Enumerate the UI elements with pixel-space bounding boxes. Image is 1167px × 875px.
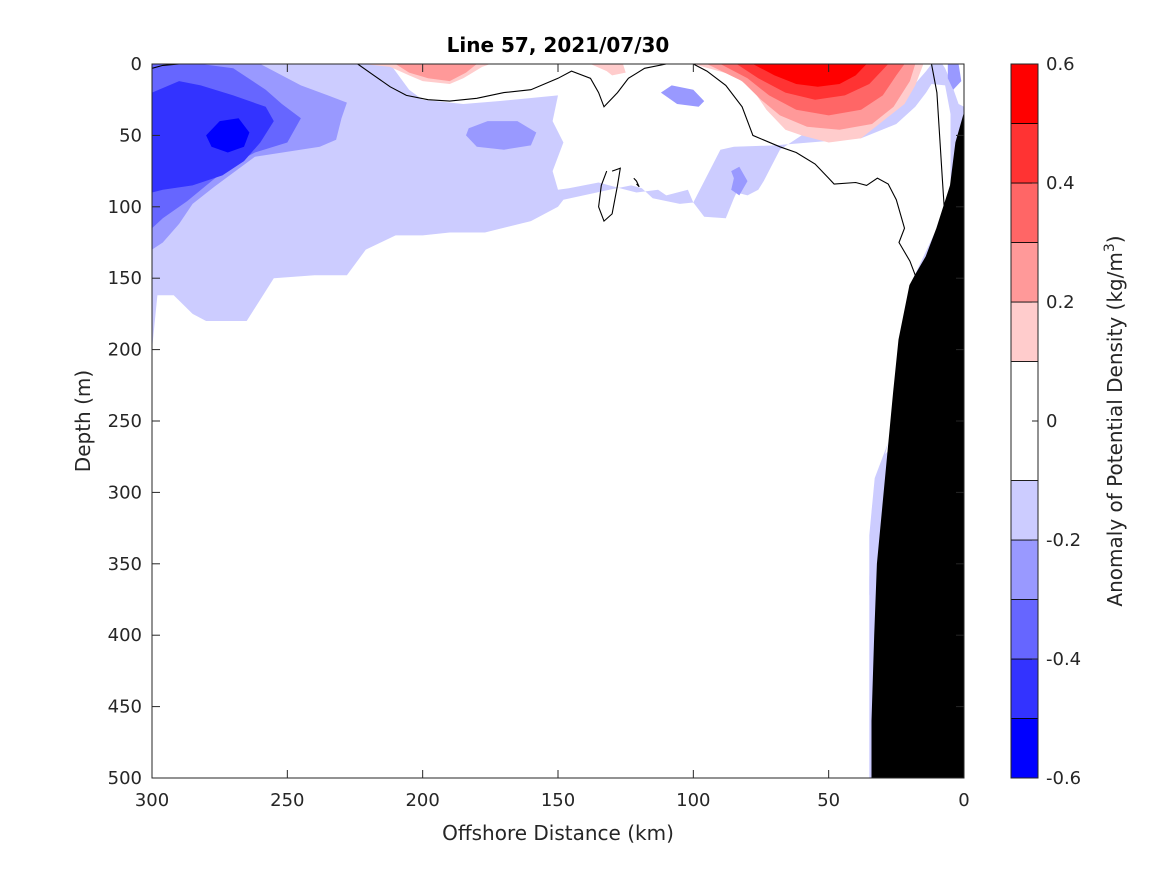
x-axis-label: Offshore Distance (km) — [442, 821, 674, 845]
y-tick-label: 450 — [108, 697, 142, 718]
anomaly-region-plus-0.2 — [395, 64, 477, 82]
y-axis-label: Depth (m) — [71, 370, 95, 472]
y-tick-label: 100 — [108, 197, 142, 218]
x-tick-label: 0 — [958, 790, 969, 811]
anomaly-patch-plus-mid — [590, 64, 626, 76]
seafloor-bathymetry — [871, 113, 964, 778]
colorbar-segment — [1010, 301, 1039, 362]
colorbar-tick-label: -0.6 — [1046, 768, 1081, 789]
anomaly-patch-offshore — [466, 121, 537, 150]
y-tick-label: 500 — [108, 768, 142, 789]
colorbar-tick-label: 0.6 — [1046, 54, 1075, 75]
colorbar-segment — [1010, 539, 1039, 600]
zero-contour-upper — [357, 64, 667, 108]
y-tick-label: 0 — [131, 54, 142, 75]
anomaly-region-minus-0.2 — [152, 64, 964, 778]
colorbar-label: Anomaly of Potential Density (kg/m3) — [1102, 235, 1127, 606]
colorbar-segment — [1010, 718, 1039, 779]
x-tick-label: 250 — [270, 790, 304, 811]
x-tick-label: 50 — [817, 790, 840, 811]
x-tick-label: 300 — [135, 790, 169, 811]
colorbar-segment — [1010, 123, 1039, 184]
colorbar-label-text: Anomaly of Potential Density (kg/m — [1103, 252, 1127, 606]
colorbar: -0.6 -0.4 -0.2 0 0.2 0.4 0.6 — [1010, 54, 1081, 789]
colorbar-tick-label: 0.2 — [1046, 292, 1075, 313]
colorbar-label-close: ) — [1103, 235, 1127, 243]
y-tick-label: 400 — [108, 625, 142, 646]
x-tick-label: 150 — [541, 790, 575, 811]
x-tick-label: 200 — [405, 790, 439, 811]
anomaly-patch-mid-shelf — [660, 85, 705, 107]
colorbar-segment — [1010, 242, 1039, 303]
anomaly-patch-coastal — [947, 64, 962, 90]
y-tick-label: 50 — [119, 125, 142, 146]
y-tick-label: 200 — [108, 340, 142, 361]
anomaly-region-plus-0.5-core — [752, 64, 867, 87]
anomaly-patch-slope-deep — [869, 442, 889, 596]
zero-contour-shelf — [693, 64, 916, 276]
contour-fills — [152, 64, 964, 778]
colorbar-segment — [1010, 599, 1039, 660]
chart-title: Line 57, 2021/07/30 — [447, 33, 670, 57]
y-tick-label: 150 — [108, 268, 142, 289]
x-tick-label: 100 — [676, 790, 710, 811]
colorbar-tick-label: -0.2 — [1046, 530, 1081, 551]
seafloor-shape — [871, 113, 964, 778]
zero-contour-eddy — [598, 167, 621, 223]
anomaly-region-minus-0.6 — [206, 118, 250, 153]
x-axis: 300 250 200 150 100 50 0 — [135, 64, 970, 811]
colorbar-segment — [1010, 182, 1039, 243]
colorbar-tick-label: 0.4 — [1046, 173, 1075, 194]
y-tick-label: 300 — [108, 482, 142, 503]
y-tick-label: 250 — [108, 411, 142, 432]
y-tick-label: 350 — [108, 554, 142, 575]
zero-contour-lines — [152, 64, 949, 276]
zero-contour-eddy-small — [633, 177, 640, 188]
colorbar-label-exponent: 3 — [1102, 243, 1118, 252]
colorbar-tick-label: 0 — [1046, 411, 1057, 432]
colorbar-segment — [1010, 658, 1039, 719]
y-axis: 0 50 100 150 200 250 300 350 400 450 500 — [108, 54, 964, 789]
colorbar-tick-label: -0.4 — [1046, 649, 1081, 670]
anomaly-patch-small — [731, 166, 748, 196]
colorbar-segment — [1010, 63, 1039, 124]
colorbar-segment — [1010, 480, 1039, 541]
